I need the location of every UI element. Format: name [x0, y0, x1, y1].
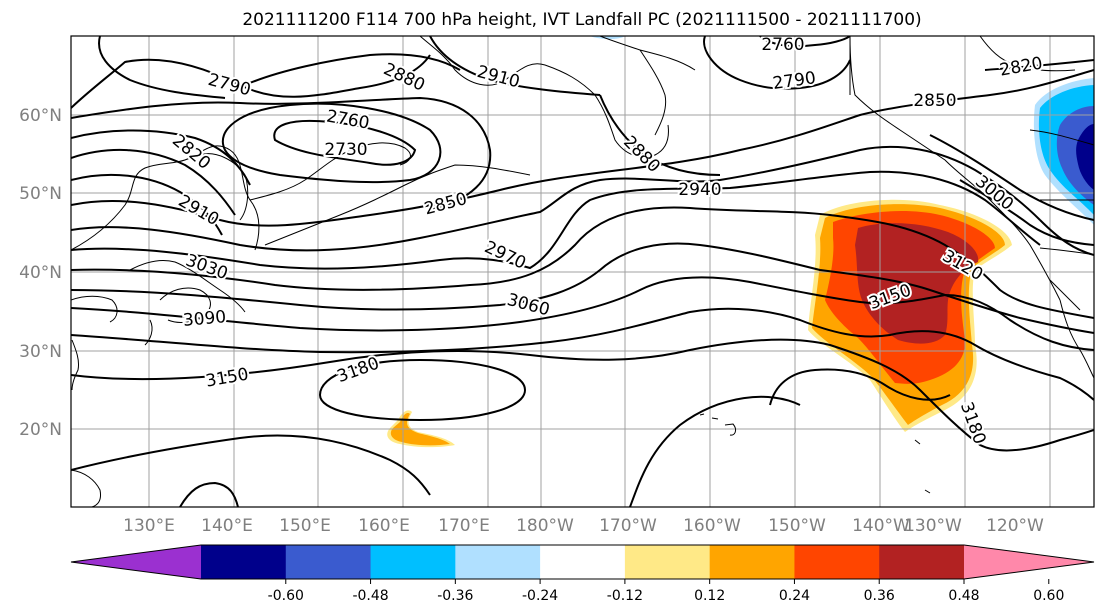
lat-label-20n: 20°N	[19, 420, 62, 440]
colorbar-tick-label: 0.36	[864, 588, 895, 601]
latitude-axis: 60°N 50°N 40°N 30°N 20°N	[19, 106, 62, 440]
lon-label: 150°E	[279, 516, 331, 536]
height-contours	[71, 36, 1094, 507]
lon-label: 150°W	[768, 516, 826, 536]
longitude-axis: 130°E 140°E 150°E 160°E 170°E 180°W 170°…	[123, 516, 1044, 536]
colorbar-outline	[70, 544, 1095, 580]
colorbar-tick-label: 0.60	[1033, 588, 1064, 601]
lat-label-50n: 50°N	[19, 184, 62, 204]
colorbar-swatch	[370, 545, 456, 579]
lon-label: 140°E	[201, 516, 253, 536]
lon-label: 170°W	[599, 516, 657, 536]
colorbar-extend-min	[71, 545, 201, 579]
lat-label-30n: 30°N	[19, 342, 62, 362]
colorbar-tick-label: -0.36	[437, 588, 473, 601]
colorbar-tick-label: 0.12	[694, 588, 725, 601]
ivt-positive-patch-subtropics-core	[390, 412, 450, 446]
lon-label: 180°W	[516, 516, 574, 536]
lon-label: 170°E	[438, 516, 490, 536]
colorbar-swatch	[455, 545, 541, 579]
colorbar-tick-label: -0.12	[607, 588, 643, 601]
contour-label: 2940	[678, 180, 721, 200]
colorbar-swatch	[794, 545, 880, 579]
contour-label: 2790	[771, 68, 817, 94]
map-title: 2021111200 F114 700 hPa height, IVT Land…	[242, 10, 921, 30]
contour-label: 2760	[761, 35, 804, 55]
colorbar-swatch	[879, 545, 965, 579]
colorbar-swatch	[709, 545, 795, 579]
colorbar-tick-label: 0.48	[948, 588, 979, 601]
lon-label: 120°W	[986, 516, 1044, 536]
colorbar-swatch	[624, 545, 711, 579]
colorbar-tick-label: -0.60	[268, 588, 304, 601]
ivt-negative-patch-top	[590, 36, 625, 39]
lon-label: 130°E	[123, 516, 175, 536]
ivt-positive-blob-level4	[855, 223, 979, 344]
contour-label: 2850	[913, 91, 956, 111]
contour-label: 2730	[324, 140, 367, 160]
colorbar-tick-label: -0.48	[352, 588, 388, 601]
colorbar-swatch	[285, 545, 372, 579]
ivt-negative-blob-level4	[1076, 124, 1094, 190]
contour-label: 3090	[182, 307, 227, 331]
colorbar-swatch	[201, 545, 287, 579]
lon-label: 130°W	[904, 516, 962, 536]
colorbar: -0.60 -0.48 -0.36 -0.24 -0.12 0.12 0.24 0.36 0.4…	[70, 544, 1095, 601]
coastlines	[71, 36, 1094, 507]
colorbar-tick-label: 0.24	[779, 588, 810, 601]
lon-label: 140°W	[852, 516, 910, 536]
lon-label: 160°E	[358, 516, 410, 536]
colorbar-extend-max	[964, 545, 1094, 579]
colorbar-tick-label: -0.24	[522, 588, 558, 601]
colorbar-swatch	[540, 545, 626, 579]
lat-label-60n: 60°N	[19, 106, 62, 126]
map-frame	[70, 35, 1095, 508]
lat-label-40n: 40°N	[19, 263, 62, 283]
lon-label: 160°W	[683, 516, 741, 536]
